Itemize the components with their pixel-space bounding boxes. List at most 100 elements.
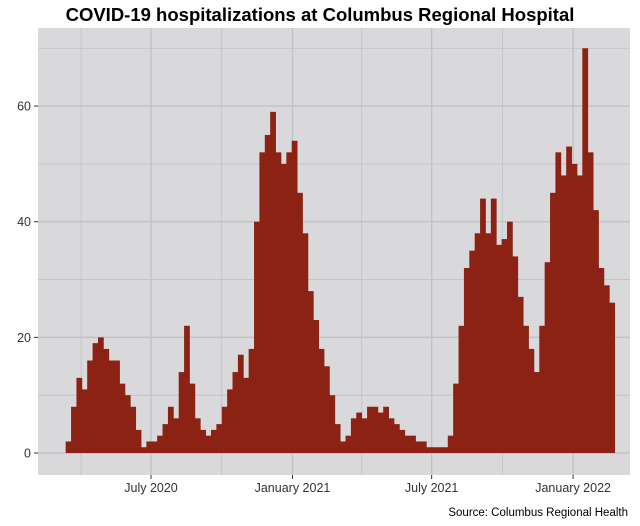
bar <box>76 377 83 454</box>
bar <box>248 348 255 454</box>
bar <box>447 435 454 454</box>
bar <box>162 424 169 454</box>
bar <box>566 146 572 454</box>
bar <box>135 429 142 454</box>
bar <box>205 435 212 454</box>
bar <box>119 383 126 454</box>
bar <box>350 418 357 454</box>
bar <box>157 435 163 454</box>
bar <box>189 383 196 454</box>
bar <box>286 152 293 454</box>
bar <box>463 267 470 454</box>
bar <box>92 343 99 454</box>
bar <box>291 140 298 454</box>
bar <box>420 441 427 454</box>
y-tick-label: 0 <box>24 447 31 461</box>
bar <box>237 354 244 454</box>
bar <box>404 435 411 454</box>
bar <box>383 406 389 454</box>
bar <box>528 348 535 454</box>
bar <box>598 267 605 454</box>
bar <box>194 418 201 454</box>
bar <box>593 210 599 454</box>
bar <box>603 285 610 454</box>
bar <box>297 192 303 454</box>
bar <box>71 406 77 454</box>
bar <box>399 429 406 454</box>
x-tick-label: July 2021 <box>405 481 459 495</box>
bar <box>576 175 583 454</box>
bar <box>313 320 320 454</box>
bar <box>178 372 185 454</box>
bar <box>388 418 395 454</box>
bar <box>345 435 352 454</box>
bar <box>410 435 416 454</box>
chart-title: COVID-19 hospitalizations at Columbus Re… <box>65 4 575 25</box>
bar <box>426 447 433 454</box>
bar <box>372 406 379 454</box>
bar <box>302 233 309 454</box>
bar <box>415 441 422 454</box>
bar <box>523 325 529 454</box>
bar <box>512 256 519 454</box>
bar <box>571 163 578 454</box>
bar <box>361 418 368 454</box>
bar <box>232 372 239 454</box>
x-tick-label: January 2022 <box>535 481 611 495</box>
bar <box>124 395 131 454</box>
bar <box>173 418 180 454</box>
bar <box>555 152 562 454</box>
bar <box>334 424 341 454</box>
bar <box>496 244 503 454</box>
bar <box>216 424 223 454</box>
bar <box>264 134 271 454</box>
bar <box>474 233 481 454</box>
bar <box>609 302 616 454</box>
bar <box>324 366 330 454</box>
bar <box>151 441 158 454</box>
bar <box>356 412 363 454</box>
bar <box>184 325 190 454</box>
bar <box>243 377 250 454</box>
bar <box>377 412 384 454</box>
y-tick-label: 40 <box>17 215 31 229</box>
bar <box>544 262 551 454</box>
x-tick-label: January 2021 <box>255 481 331 495</box>
bar <box>167 406 174 454</box>
bar <box>501 239 508 454</box>
bar <box>318 348 325 454</box>
bar <box>431 447 438 454</box>
bar <box>130 406 137 454</box>
bar <box>550 192 556 454</box>
bar <box>200 429 207 454</box>
bar <box>560 175 567 454</box>
bar <box>146 441 153 454</box>
bar <box>506 221 513 454</box>
bar <box>485 233 492 454</box>
bar <box>65 441 72 454</box>
y-tick-label: 20 <box>17 331 31 345</box>
bar <box>270 111 276 454</box>
bar <box>442 447 449 454</box>
bar <box>210 429 217 454</box>
bar <box>329 395 336 454</box>
bar <box>254 221 260 454</box>
bar <box>437 447 443 454</box>
bar <box>275 152 282 454</box>
bar <box>108 360 115 454</box>
bar <box>340 441 346 454</box>
bar <box>367 406 373 454</box>
bar <box>307 291 314 454</box>
bar <box>87 360 93 454</box>
x-tick-label: July 2020 <box>124 481 178 495</box>
bar <box>103 348 110 454</box>
bar <box>81 389 88 454</box>
bar <box>533 372 540 454</box>
bar <box>517 296 524 454</box>
bar <box>469 250 476 454</box>
bar <box>97 337 104 454</box>
bar <box>490 198 497 454</box>
bar <box>393 424 400 454</box>
